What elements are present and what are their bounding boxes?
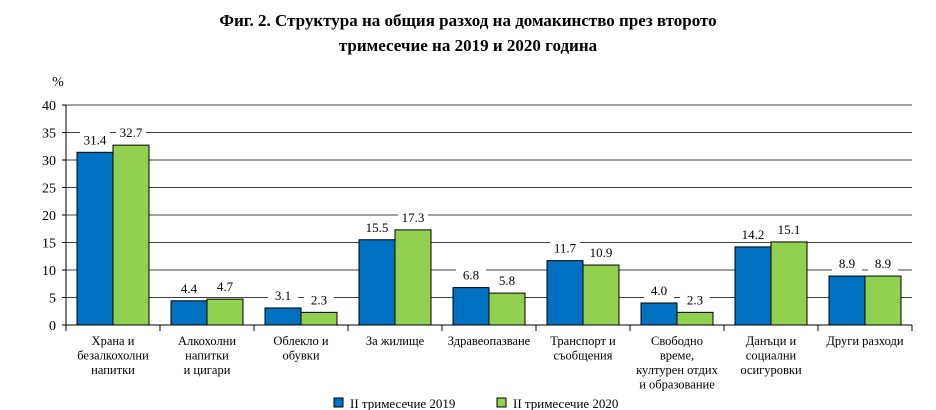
bar-2019 [452,287,490,326]
legend-label-2020: II тримесечие 2020 [513,396,618,410]
chart-title: Фиг. 2. Структура на общия разход на дом… [0,8,936,58]
y-axis-unit-label: % [52,75,64,90]
bar-2019 [546,260,584,326]
y-tick-label: 40 [42,99,56,114]
value-label-bg [80,131,110,148]
category-label: Облекло и обувки [273,334,329,363]
bar-value-label: 17.3 [402,210,425,225]
chart-title-line-2: тримесечие на 2019 и 2020 година [338,36,598,55]
value-label-bg [832,255,862,272]
bar-value-label: 32.7 [120,125,143,140]
bar-2020 [300,311,338,326]
bar-value-label: 15.1 [778,222,801,237]
value-label-bg [304,291,334,308]
bar-value-label: 14.2 [742,227,765,242]
value-label-bg [586,244,616,261]
bar-value-label: 6.8 [463,268,479,283]
y-tick-label: 10 [42,264,56,279]
bar-value-label: 3.1 [275,288,291,303]
value-label-bg [362,218,392,235]
value-label-bg [174,279,204,296]
bar-value-label: 2.3 [687,292,703,307]
y-tick-label: 20 [42,209,56,224]
value-label-bg [398,208,428,225]
bar-2019 [640,302,678,326]
bar-value-label: 11.7 [554,241,577,256]
value-label-bg [680,291,710,308]
y-tick-label: 15 [42,237,56,252]
bar-value-label: 8.9 [875,256,891,271]
y-tick-label: 5 [49,292,56,307]
bar-2019 [358,239,396,326]
bar-2020 [864,275,902,326]
value-label-bg [868,255,898,272]
bar-2020 [394,229,432,326]
value-label-bg [738,225,768,242]
bar-2019 [828,275,866,326]
category-label: Други разходи [826,334,904,348]
bar-2020 [676,311,714,326]
bar-value-label: 2.3 [311,292,327,307]
bar-value-label: 31.4 [84,132,107,147]
category-label: Свободно време, културен отдих и образовани… [636,334,718,392]
legend-label-2019: II тримесечие 2019 [350,396,455,410]
category-label: За жилище [366,334,425,348]
y-tick-label: 25 [42,182,56,197]
category-label: Здравеопазване [448,334,531,348]
bar-value-label: 15.5 [366,220,389,235]
value-label-bg [492,272,522,289]
bar-value-label: 4.7 [217,279,234,294]
value-label-bg [268,286,298,303]
y-tick-label: 30 [42,154,56,169]
bar-2019 [264,307,302,326]
value-label-bg [210,278,240,295]
category-label: Алкохолни напитки и цигари [178,334,236,377]
bar-value-label: 5.8 [499,273,515,288]
category-label: Данъци и социални осигуровки [740,334,802,377]
y-tick-label: 0 [49,319,56,334]
bar-value-label: 4.0 [651,283,667,298]
value-label-bg [644,282,674,298]
legend-swatch-2019 [333,397,344,408]
legend-swatch-2020 [496,397,507,408]
bar-2020 [112,144,150,326]
y-tick-label: 35 [42,127,56,142]
bar-2019 [734,246,772,326]
value-label-bg [774,220,804,237]
value-label-bg [456,266,486,283]
bar-2019 [170,300,208,326]
bar-value-label: 4.4 [181,281,198,296]
bar-value-label: 10.9 [590,245,613,260]
bar-2020 [770,241,808,326]
bar-value-label: 8.9 [839,256,855,271]
bar-2020 [206,298,244,326]
bar-2020 [582,264,620,326]
value-label-bg [116,124,146,141]
category-label: Транспорт и съобщения [550,334,616,363]
chart-title-line-1: Фиг. 2. Структура на общия разход на дом… [219,11,717,30]
bar-2020 [488,292,526,326]
category-label: Храна и безалкохолни напитки [77,334,149,377]
bar-2019 [76,151,114,326]
value-label-bg [550,239,580,256]
